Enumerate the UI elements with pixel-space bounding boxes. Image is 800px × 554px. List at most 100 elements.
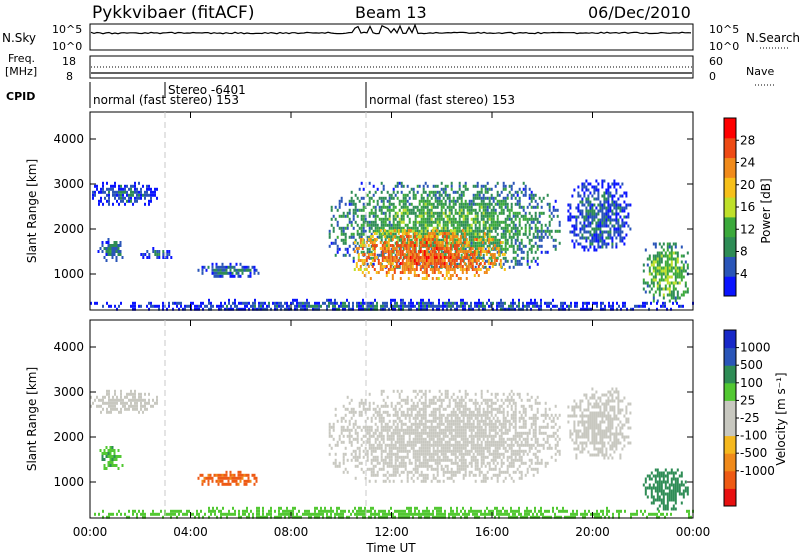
power-cell [467,244,470,247]
power-cell [486,181,489,185]
velocity-cell [342,404,345,408]
power-cell [330,241,333,245]
power-cell [465,256,468,259]
power-cell [660,245,663,249]
velocity-cell [380,458,383,462]
velocity-cell [408,425,411,429]
power-cell [583,215,586,219]
power-cell [463,253,466,256]
power-cell [440,238,443,242]
power-cell [424,226,427,230]
power-cell [224,301,226,305]
power-cell [587,188,590,192]
velocity-cell [406,395,409,399]
power-cell [615,227,618,231]
velocity-cell [119,455,122,458]
power-cell [474,235,477,239]
velocity-cell [128,398,130,402]
power-cell [366,262,369,266]
velocity-cell [370,449,373,453]
power-cell [407,232,410,235]
power-cell [427,259,430,262]
power-cell [386,190,389,194]
power-cell [474,202,477,206]
power-cell [615,212,618,216]
power-cell [128,199,130,203]
power-cell [388,196,391,200]
velocity-cell [420,440,423,444]
power-cell [486,208,489,212]
velocity-cell [410,407,413,411]
velocity-cell [396,410,399,414]
velocity-cell [384,428,387,432]
power-cell [462,238,465,242]
power-cell [306,304,308,308]
power-cell [488,256,491,260]
power-cell [368,304,370,308]
power-cell [463,256,466,259]
power-cell [460,256,463,260]
power-cell [426,217,429,221]
velocity-cell [140,407,142,411]
power-cell [411,250,414,253]
power-cell [485,268,488,271]
power-cell [497,250,500,253]
power-cell [609,227,612,231]
power-cell [424,223,427,227]
power-cell [442,196,445,200]
power-cell [684,284,687,288]
power-cell [506,307,508,311]
power-colorbar-label-value: 4 [740,267,748,281]
power-cell [492,241,495,245]
power-cell [377,262,380,265]
power-cell [374,304,376,308]
velocity-cell [350,434,353,438]
power-cell [392,226,395,230]
power-cell [591,218,594,222]
velocity-cell [231,479,234,483]
velocity-cell [398,440,401,444]
power-cell [499,241,502,244]
velocity-cell [138,395,140,399]
power-cell [424,307,426,311]
power-cell [126,193,128,197]
power-cell [617,218,620,222]
velocity-cell [442,446,445,450]
velocity-cell [436,422,439,426]
velocity-cell [426,449,429,453]
power-cell [597,239,600,243]
velocity-cell [342,455,345,459]
power-cell [400,214,403,218]
power-cell [510,307,512,311]
power-cell [666,287,669,291]
velocity-cell [122,404,124,408]
power-cell [201,268,204,272]
power-cell [664,260,667,264]
power-cell [621,221,624,225]
power-cell [399,253,402,256]
power-cell [478,202,481,206]
power-cell [105,253,108,256]
power-cell [340,214,343,218]
power-cell [582,307,584,311]
power-cell [403,268,406,271]
power-cell [402,211,405,215]
power-cell [609,194,612,198]
power-cell [435,265,438,268]
power-cell [429,256,432,259]
velocity-cell [380,392,383,396]
power-cell [438,232,441,236]
power-cell [422,220,425,224]
velocity-cell [424,419,427,423]
velocity-cell [432,407,435,411]
velocity-cell [126,401,128,405]
velocity-cell [376,458,379,462]
power-cell [370,250,373,254]
power-cell [682,254,685,258]
power-cell [500,208,503,212]
velocity-cell [378,434,381,438]
power-cell [476,226,479,230]
power-cell [522,301,524,305]
power-cell [486,190,489,194]
velocity-cell [376,428,379,432]
